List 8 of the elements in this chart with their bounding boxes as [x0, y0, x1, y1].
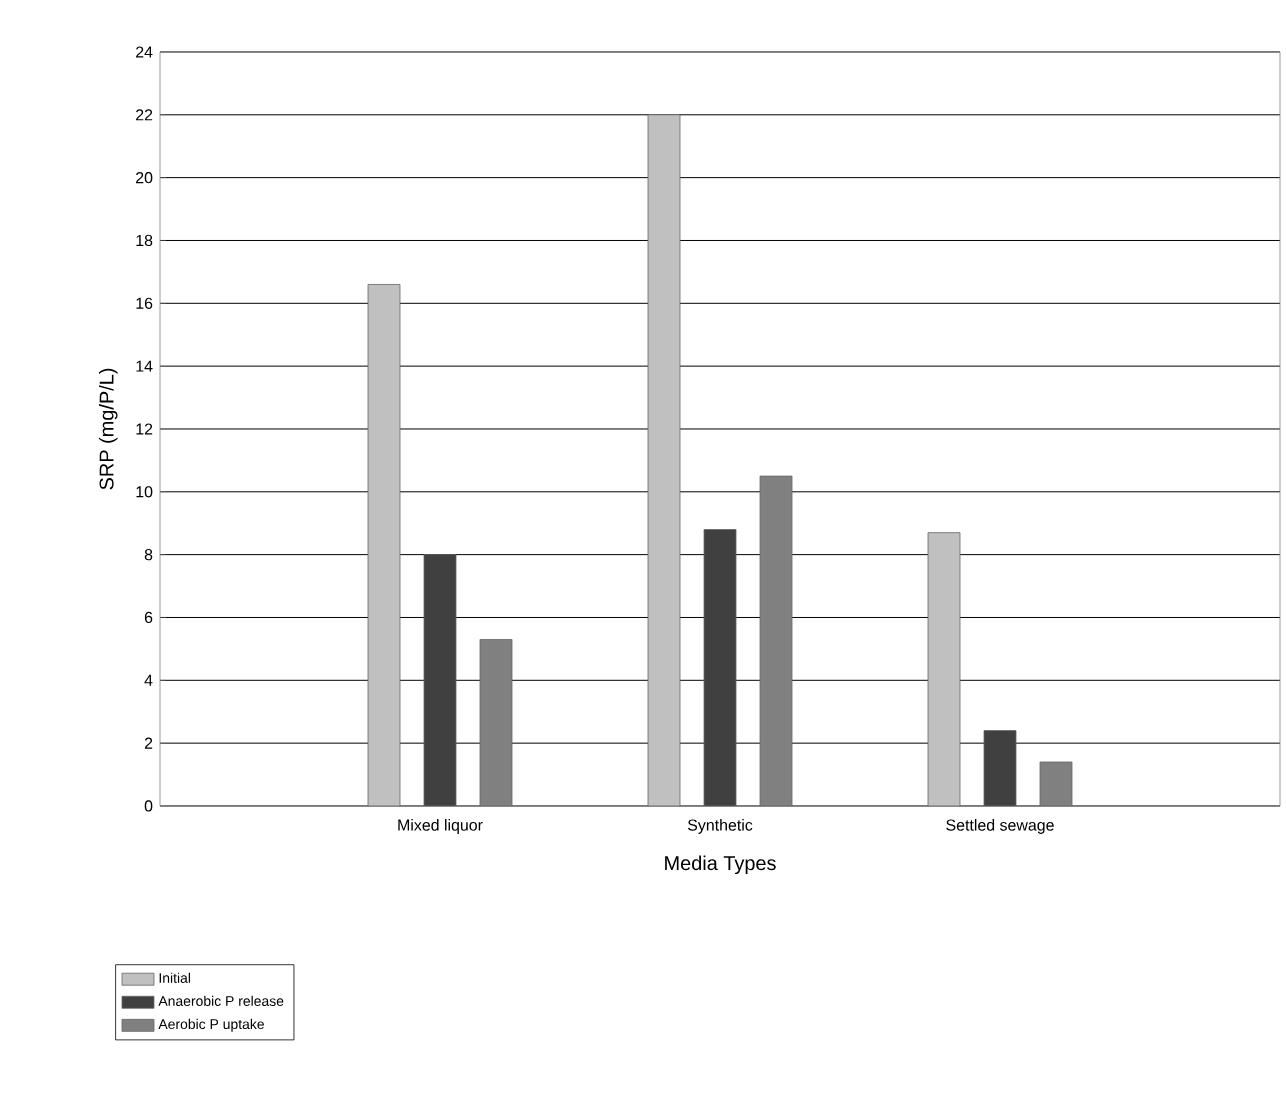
bar [647, 114, 681, 806]
bar [927, 532, 961, 806]
x-axis-title: Media Types [665, 855, 776, 875]
bar [703, 529, 737, 806]
y-axis-title: SRP (mg/P/L) [98, 368, 118, 490]
bar [367, 284, 401, 806]
bar [983, 730, 1017, 806]
bar [423, 554, 457, 806]
